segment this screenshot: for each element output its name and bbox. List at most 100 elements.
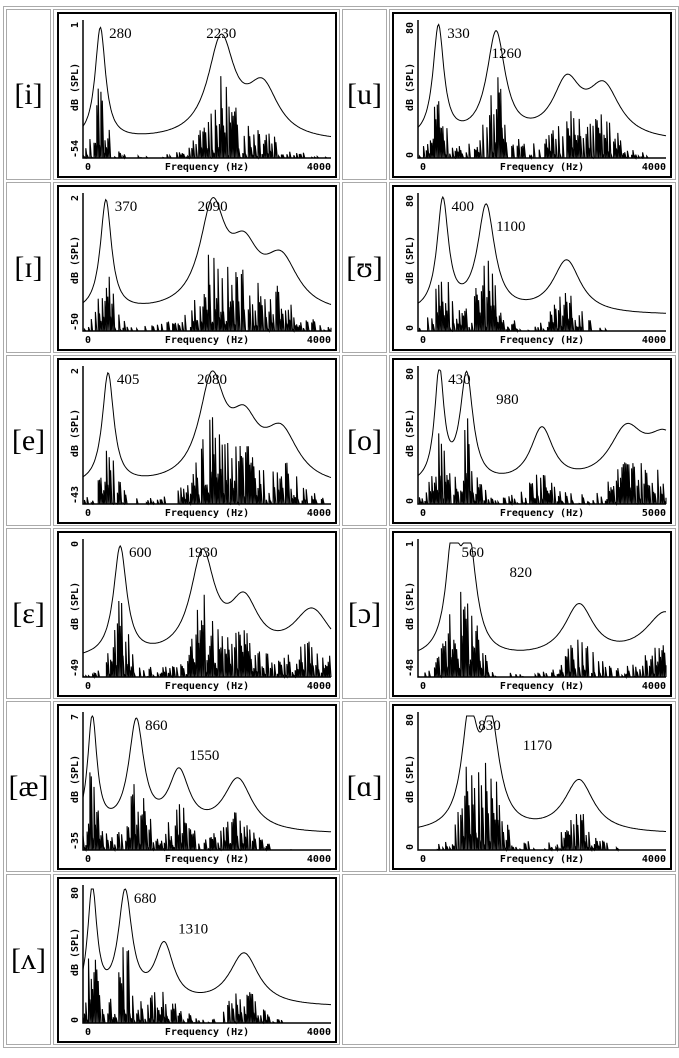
chart-frame xyxy=(392,184,673,351)
formant-label-f1: 860 xyxy=(145,718,168,734)
y-max-tick-label: 80 xyxy=(405,195,416,207)
chart-cell: 80 0 dB (SPL) 0 4000 Frequency (Hz) 830 1170 xyxy=(388,701,676,872)
formant-label-f1: 560 xyxy=(462,545,485,561)
table-row: [æ] 7 -35 dB (SPL) 0 4000 Frequency (Hz) 860 155… xyxy=(6,701,676,872)
y-min-tick-label: 0 xyxy=(405,497,416,503)
y-max-tick-label: 80 xyxy=(70,887,81,899)
x-min-tick-label: 0 xyxy=(85,681,91,692)
chart-axes xyxy=(417,365,667,505)
vowel-label: [ɑ] xyxy=(342,701,387,872)
vowel-label: [ɛ] xyxy=(6,528,52,699)
vowel-label: [ʌ] xyxy=(6,874,52,1045)
vowel-label: [ɔ] xyxy=(342,528,387,699)
formant-label-f2: 980 xyxy=(496,392,519,408)
x-max-tick-label: 4000 xyxy=(307,335,331,346)
formant-label-f2: 1310 xyxy=(178,921,208,937)
table-row: [ɪ] 2 -50 dB (SPL) 0 4000 Frequency (Hz) 370 209… xyxy=(6,182,676,353)
chart-cell: 80 0 dB (SPL) 0 4000 Frequency (Hz) 680 1310 xyxy=(53,874,341,1045)
vowel-label: [i] xyxy=(6,9,52,180)
formant-label-f2: 1170 xyxy=(523,738,552,754)
x-max-tick-label: 4000 xyxy=(307,854,331,865)
x-max-tick-label: 4000 xyxy=(307,162,331,173)
y-axis-label: dB (SPL) xyxy=(70,235,81,283)
y-max-tick-label: 1 xyxy=(70,22,81,28)
x-max-tick-label: 4000 xyxy=(642,681,666,692)
x-min-tick-label: 0 xyxy=(420,854,426,865)
spectrum-harmonics xyxy=(82,254,332,333)
vowel-label: [ɪ] xyxy=(6,182,52,353)
chart-cell: 2 -43 dB (SPL) 0 4000 Frequency (Hz) 405 2080 xyxy=(53,355,341,526)
chart-axes xyxy=(417,192,667,332)
x-axis-label: Frequency (Hz) xyxy=(500,854,584,865)
chart-frame xyxy=(56,876,337,1043)
y-min-tick-label: -43 xyxy=(70,485,81,503)
y-min-tick-label: 0 xyxy=(405,843,416,849)
y-max-tick-label: 80 xyxy=(405,714,416,726)
formant-label-f1: 370 xyxy=(114,199,137,215)
x-min-tick-label: 0 xyxy=(85,162,91,173)
y-min-tick-label: -49 xyxy=(70,658,81,676)
formant-label-f2: 2090 xyxy=(197,199,227,215)
x-min-tick-label: 0 xyxy=(420,508,426,519)
formant-label-f2: 1260 xyxy=(492,46,522,62)
x-axis-label: Frequency (Hz) xyxy=(165,1027,249,1038)
y-max-tick-label: 2 xyxy=(70,195,81,201)
chart-axes xyxy=(81,538,331,678)
x-axis-label: Frequency (Hz) xyxy=(500,508,584,519)
x-max-tick-label: 4000 xyxy=(642,854,666,865)
vowel-label: [o] xyxy=(342,355,387,526)
spectrum-chart: 7 -35 dB (SPL) 0 4000 Frequency (Hz) 860 1550 xyxy=(56,703,337,870)
y-min-tick-label: -35 xyxy=(70,831,81,849)
spectrum-chart: 80 0 dB (SPL) 0 5000 Frequency (Hz) 430 980 xyxy=(392,357,673,524)
x-min-tick-label: 0 xyxy=(420,335,426,346)
chart-axes xyxy=(81,711,331,851)
x-max-tick-label: 4000 xyxy=(307,681,331,692)
x-min-tick-label: 0 xyxy=(85,854,91,865)
y-max-tick-label: 80 xyxy=(405,22,416,34)
x-min-tick-label: 0 xyxy=(85,1027,91,1038)
x-max-tick-label: 4000 xyxy=(642,335,666,346)
x-axis-label: Frequency (Hz) xyxy=(165,854,249,865)
chart-cell: 7 -35 dB (SPL) 0 4000 Frequency (Hz) 860 1550 xyxy=(53,701,341,872)
x-max-tick-label: 5000 xyxy=(642,508,666,519)
formant-label-f2: 1100 xyxy=(496,219,525,235)
y-axis-label: dB (SPL) xyxy=(70,927,81,975)
formant-label-f1: 600 xyxy=(129,545,152,561)
y-max-tick-label: 2 xyxy=(70,368,81,374)
lpc-envelope-line xyxy=(418,542,667,651)
formant-label-f1: 280 xyxy=(109,26,132,42)
x-min-tick-label: 0 xyxy=(85,508,91,519)
x-axis-label: Frequency (Hz) xyxy=(500,335,584,346)
y-max-tick-label: 1 xyxy=(405,541,416,547)
lpc-envelope-line xyxy=(82,25,331,137)
chart-axes xyxy=(81,19,331,159)
x-min-tick-label: 0 xyxy=(85,335,91,346)
spectrum-chart: 2 -43 dB (SPL) 0 4000 Frequency (Hz) 405 2080 xyxy=(56,357,337,524)
y-min-tick-label: -48 xyxy=(405,658,416,676)
lpc-envelope-line xyxy=(417,22,667,136)
y-axis-label: dB (SPL) xyxy=(405,235,416,283)
y-max-tick-label: 7 xyxy=(70,714,81,720)
y-axis-label: dB (SPL) xyxy=(405,408,416,456)
x-axis-label: Frequency (Hz) xyxy=(165,681,249,692)
chart-cell: 80 0 dB (SPL) 0 5000 Frequency (Hz) 430 980 xyxy=(388,355,676,526)
y-min-tick-label: -50 xyxy=(70,312,81,330)
formant-label-f2: 1930 xyxy=(187,545,217,561)
table-row: [e] 2 -43 dB (SPL) 0 4000 Frequency (Hz) 405 208… xyxy=(6,355,676,526)
y-axis-label: dB (SPL) xyxy=(405,581,416,629)
y-min-tick-label: 0 xyxy=(405,151,416,157)
table-row: [ɛ] 0 -49 dB (SPL) 0 4000 Frequency (Hz) 600 193… xyxy=(6,528,676,699)
vowel-label: [e] xyxy=(6,355,52,526)
spectrum-chart: 1 -54 dB (SPL) 0 4000 Frequency (Hz) 280 2230 xyxy=(56,11,337,178)
y-axis-label: dB (SPL) xyxy=(70,754,81,802)
chart-axes xyxy=(417,538,667,678)
x-min-tick-label: 0 xyxy=(420,681,426,692)
y-max-tick-label: 0 xyxy=(70,541,81,547)
x-max-tick-label: 4000 xyxy=(642,162,666,173)
spectrum-chart: 80 0 dB (SPL) 0 4000 Frequency (Hz) 830 1170 xyxy=(392,703,673,870)
y-min-tick-label: 0 xyxy=(405,324,416,330)
formant-label-f1: 680 xyxy=(134,891,157,907)
lpc-envelope-line xyxy=(417,369,667,476)
lpc-envelope-line xyxy=(82,370,331,478)
x-axis-label: Frequency (Hz) xyxy=(500,681,584,692)
